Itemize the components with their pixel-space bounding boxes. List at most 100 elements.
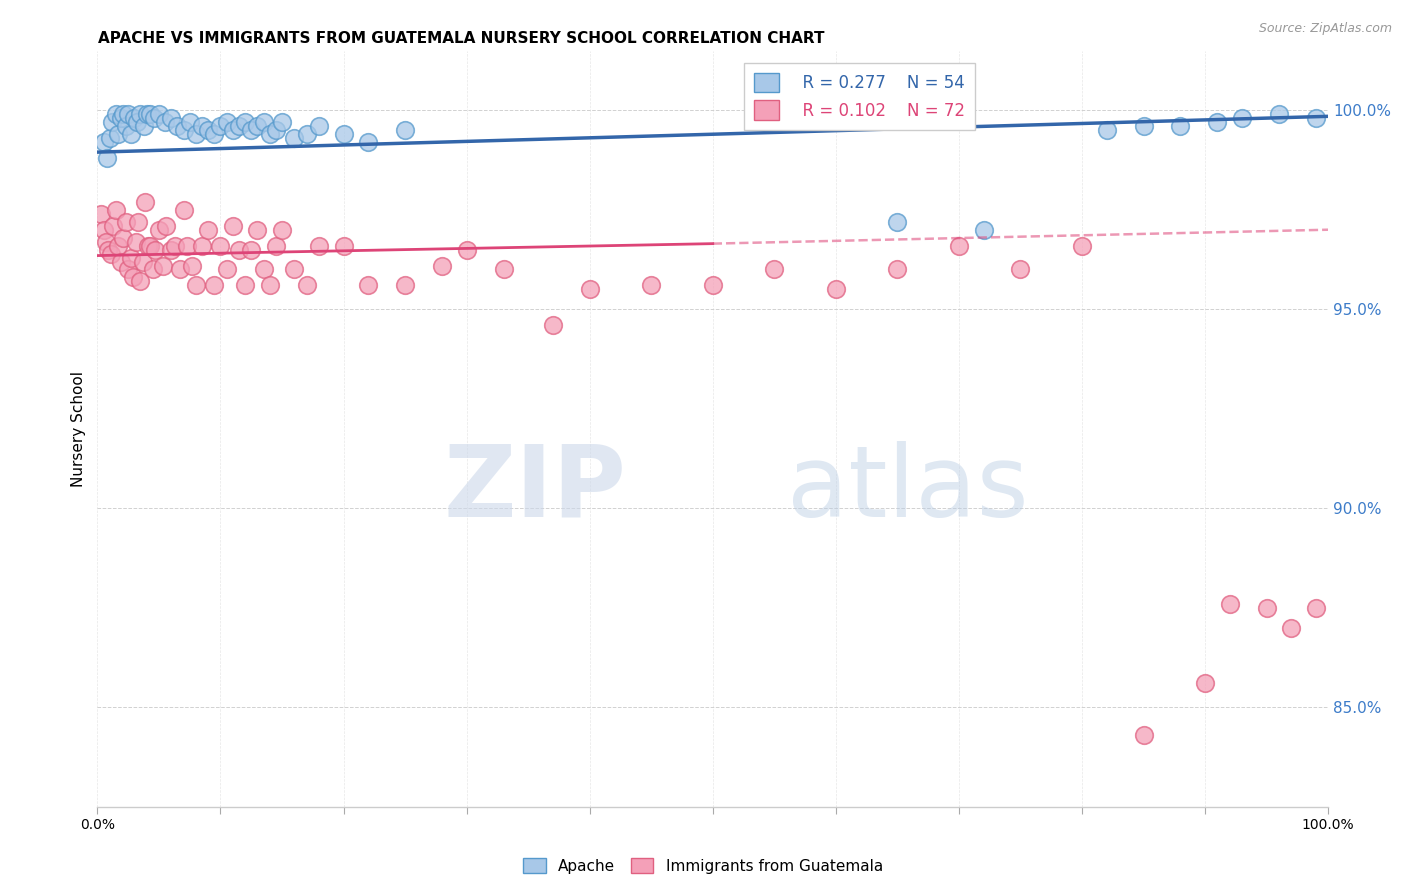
Point xyxy=(181,259,204,273)
Point xyxy=(100,246,122,260)
Text: Source: ZipAtlas.com: Source: ZipAtlas.com xyxy=(1258,22,1392,36)
Point xyxy=(93,135,115,149)
Point xyxy=(1132,120,1154,134)
Point xyxy=(357,135,380,149)
Point xyxy=(492,262,515,277)
Point xyxy=(1071,238,1094,252)
Point xyxy=(197,223,219,237)
Point xyxy=(283,131,305,145)
Point xyxy=(394,278,416,293)
Point xyxy=(104,202,127,217)
Point xyxy=(127,215,149,229)
Point xyxy=(215,115,238,129)
Point xyxy=(135,107,157,121)
Point xyxy=(173,202,195,217)
Point xyxy=(114,120,136,134)
Point xyxy=(166,120,188,134)
Point xyxy=(1256,600,1278,615)
Point xyxy=(142,262,165,277)
Point xyxy=(308,238,330,252)
Point xyxy=(120,127,142,141)
Legend:   R = 0.277    N = 54,   R = 0.102    N = 72: R = 0.277 N = 54, R = 0.102 N = 72 xyxy=(744,62,976,129)
Point xyxy=(155,219,177,233)
Point xyxy=(143,243,166,257)
Point xyxy=(886,262,908,277)
Point xyxy=(191,120,214,134)
Point xyxy=(394,123,416,137)
Point xyxy=(148,107,170,121)
Point xyxy=(107,127,129,141)
Point xyxy=(112,230,135,244)
Point xyxy=(1095,123,1118,137)
Point xyxy=(152,259,174,273)
Point xyxy=(139,238,162,252)
Legend: Apache, Immigrants from Guatemala: Apache, Immigrants from Guatemala xyxy=(517,852,889,880)
Point xyxy=(117,262,139,277)
Point xyxy=(122,270,145,285)
Point xyxy=(134,194,156,209)
Point xyxy=(228,120,250,134)
Point xyxy=(179,115,201,129)
Point xyxy=(160,112,183,126)
Point xyxy=(948,238,970,252)
Point xyxy=(107,238,129,252)
Point xyxy=(222,123,245,137)
Point xyxy=(1279,621,1302,635)
Point xyxy=(101,115,124,129)
Point xyxy=(233,278,256,293)
Point xyxy=(98,131,121,145)
Point xyxy=(259,127,281,141)
Point xyxy=(136,238,159,252)
Point xyxy=(169,262,191,277)
Point xyxy=(763,262,786,277)
Text: APACHE VS IMMIGRANTS FROM GUATEMALA NURSERY SCHOOL CORRELATION CHART: APACHE VS IMMIGRANTS FROM GUATEMALA NURS… xyxy=(98,31,825,46)
Point xyxy=(143,112,166,126)
Point xyxy=(1194,676,1216,690)
Point xyxy=(1219,597,1241,611)
Point xyxy=(456,243,478,257)
Point xyxy=(148,223,170,237)
Point xyxy=(308,120,330,134)
Point xyxy=(112,107,135,121)
Point xyxy=(103,219,125,233)
Point xyxy=(240,243,263,257)
Point xyxy=(824,282,846,296)
Point xyxy=(246,223,269,237)
Point xyxy=(202,127,225,141)
Point xyxy=(1170,120,1192,134)
Point xyxy=(886,215,908,229)
Text: atlas: atlas xyxy=(786,441,1028,538)
Point xyxy=(184,127,207,141)
Point xyxy=(96,151,118,165)
Point xyxy=(176,238,198,252)
Point xyxy=(702,278,724,293)
Point xyxy=(191,238,214,252)
Point xyxy=(357,278,380,293)
Point xyxy=(295,127,318,141)
Point xyxy=(222,219,245,233)
Text: ZIP: ZIP xyxy=(444,441,627,538)
Point xyxy=(252,115,274,129)
Point xyxy=(271,115,294,129)
Point xyxy=(1230,112,1253,126)
Point xyxy=(134,120,156,134)
Point xyxy=(1305,112,1327,126)
Point xyxy=(153,115,176,129)
Point xyxy=(90,207,112,221)
Point xyxy=(209,238,232,252)
Point xyxy=(271,223,294,237)
Point xyxy=(132,254,155,268)
Point xyxy=(94,235,117,249)
Point xyxy=(202,278,225,293)
Point xyxy=(640,278,662,293)
Point xyxy=(97,243,120,257)
Point xyxy=(125,115,148,129)
Point xyxy=(114,215,136,229)
Point xyxy=(1132,728,1154,742)
Y-axis label: Nursery School: Nursery School xyxy=(72,371,86,487)
Point xyxy=(124,235,146,249)
Point xyxy=(264,238,287,252)
Point xyxy=(283,262,305,277)
Point xyxy=(117,107,139,121)
Point xyxy=(209,120,232,134)
